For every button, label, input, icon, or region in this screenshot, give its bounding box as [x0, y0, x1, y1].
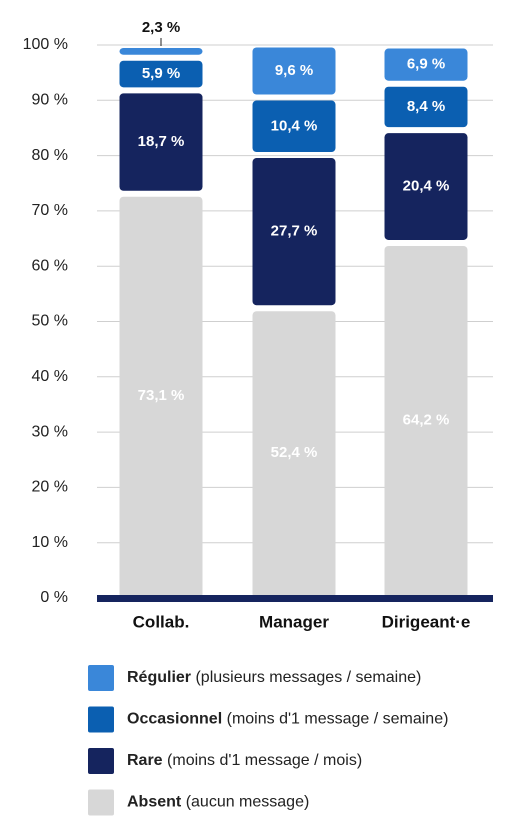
x-tick-label: Collab. — [133, 612, 190, 631]
y-tick-label: 100 % — [23, 36, 68, 53]
bar-segment — [119, 60, 203, 88]
bar-segment — [119, 196, 203, 598]
legend-swatch — [88, 706, 114, 733]
y-tick-label: 60 % — [32, 257, 68, 274]
bar-segment — [119, 93, 203, 191]
x-tick-label: Manager — [259, 612, 329, 631]
y-tick-label: 50 % — [32, 313, 68, 330]
value-label: 2,3 % — [142, 19, 180, 36]
value-label: 18,7 % — [138, 133, 185, 150]
legend-swatch — [88, 748, 114, 774]
legend-name: Occasionnel — [127, 711, 222, 728]
value-label: 52,4 % — [271, 444, 318, 461]
legend-name: Rare — [127, 752, 163, 769]
legend-description: (plusieurs messages / semaine) — [195, 669, 421, 686]
legend-swatch — [88, 665, 114, 691]
legend-description: (moins d'1 message / mois) — [167, 752, 362, 769]
legend-label: Rare (moins d'1 message / mois) — [127, 752, 362, 769]
y-tick-label: 90 % — [32, 92, 68, 109]
value-label: 9,6 % — [275, 62, 313, 79]
legend-label: Absent (aucun message) — [127, 794, 309, 811]
y-tick-label: 70 % — [32, 202, 68, 219]
legend-label: Régulier (plusieurs messages / semaine) — [127, 669, 421, 686]
bar-segment — [384, 133, 468, 240]
value-label: 27,7 % — [271, 223, 318, 240]
bar-segment — [384, 245, 468, 598]
legend-label: Occasionnel (moins d'1 message / semaine… — [127, 711, 448, 728]
value-label: 64,2 % — [403, 411, 450, 428]
y-tick-label: 80 % — [32, 147, 68, 164]
bar-segment — [252, 100, 336, 153]
bar-segment — [252, 47, 336, 95]
y-tick-label: 20 % — [32, 479, 68, 496]
x-tick-label: Dirigeant·e — [382, 612, 471, 631]
y-tick-label: 30 % — [32, 423, 68, 440]
legend-description: (aucun message) — [186, 794, 310, 811]
bar-segment — [384, 86, 468, 128]
legend-description: (moins d'1 message / semaine) — [227, 711, 449, 728]
bar-segment — [252, 311, 336, 598]
baseline — [97, 595, 493, 602]
y-tick-label: 0 % — [40, 589, 68, 606]
value-label: 8,4 % — [407, 98, 445, 115]
y-tick-label: 10 % — [32, 534, 68, 551]
value-label: 20,4 % — [403, 178, 450, 195]
value-label: 73,1 % — [138, 387, 185, 404]
value-label: 6,9 % — [407, 56, 445, 73]
value-label: 5,9 % — [142, 65, 180, 82]
bar-segment — [252, 158, 336, 306]
legend-swatch — [88, 789, 114, 816]
bar-segment — [384, 48, 468, 81]
value-label: 10,4 % — [271, 117, 318, 134]
legend-name: Absent — [127, 794, 182, 811]
bar-segment — [119, 48, 203, 55]
y-tick-label: 40 % — [32, 368, 68, 385]
legend-name: Régulier — [127, 669, 191, 686]
